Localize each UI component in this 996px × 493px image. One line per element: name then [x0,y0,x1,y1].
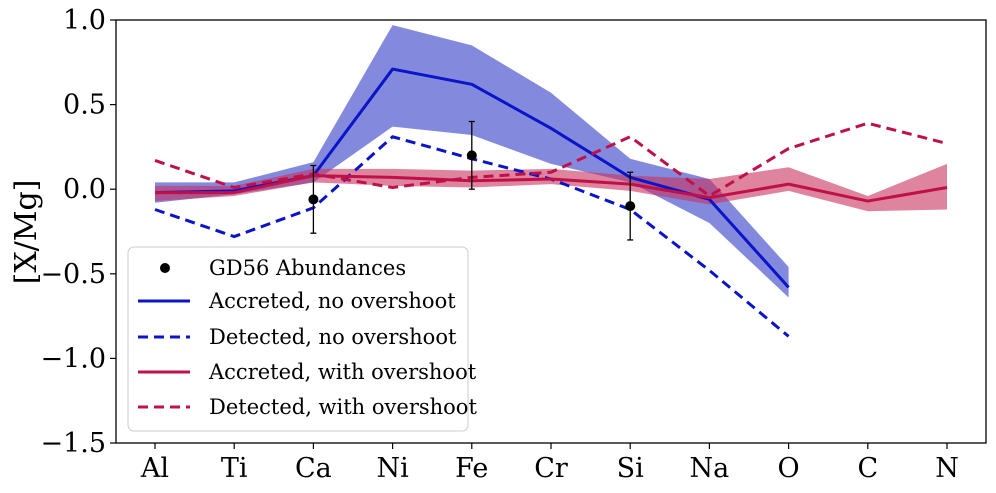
y-tick-label: −1.0 [40,343,106,374]
data-point-ca [308,194,319,205]
legend-label: GD56 Abundances [209,256,406,280]
y-tick-label: 0.5 [63,90,106,121]
legend-label: Accreted, no overshoot [208,289,456,313]
x-tick-label-o: O [778,453,800,484]
x-tick-label-ca: Ca [295,453,332,484]
x-tick-label-si: Si [617,453,644,484]
x-tick-label-cr: Cr [534,453,568,484]
legend-label: Accreted, with overshoot [208,360,477,384]
y-tick-label: 1.0 [63,5,106,36]
line-detected-with-overshoot [154,121,948,198]
data-points [308,120,636,241]
legend: GD56 Abundances Accreted, no overshoot Det… [127,246,477,432]
legend-box [127,246,469,432]
legend-label: Detected, with overshoot [209,395,477,419]
legend-marker-point [160,263,170,273]
x-tick-label-n: N [935,453,959,484]
x-tick-label-c: C [857,453,878,484]
y-tick-label: 0.0 [63,174,106,205]
line-accreted-with-overshoot [155,174,948,203]
y-axis-ticks: −1.5 −1.0 −0.5 0.0 0.5 1.0 [40,5,116,459]
x-tick-label-ni: Ni [376,453,409,484]
data-point-fe [466,150,477,161]
x-tick-label-ti: Ti [221,453,248,484]
x-axis-ticks: Al Ti Ca Ni Fe Cr Si Na O C N [140,443,959,484]
x-tick-label-al: Al [140,453,169,484]
band-accreted-no-overshoot [155,25,789,298]
legend-label: Detected, no overshoot [209,325,457,349]
data-point-si [625,201,636,212]
y-tick-label: −0.5 [40,259,106,290]
x-tick-label-fe: Fe [455,453,488,484]
x-tick-label-na: Na [690,453,730,484]
y-axis-label: [X/Mg] [9,180,44,285]
y-tick-label: −1.5 [40,428,106,459]
